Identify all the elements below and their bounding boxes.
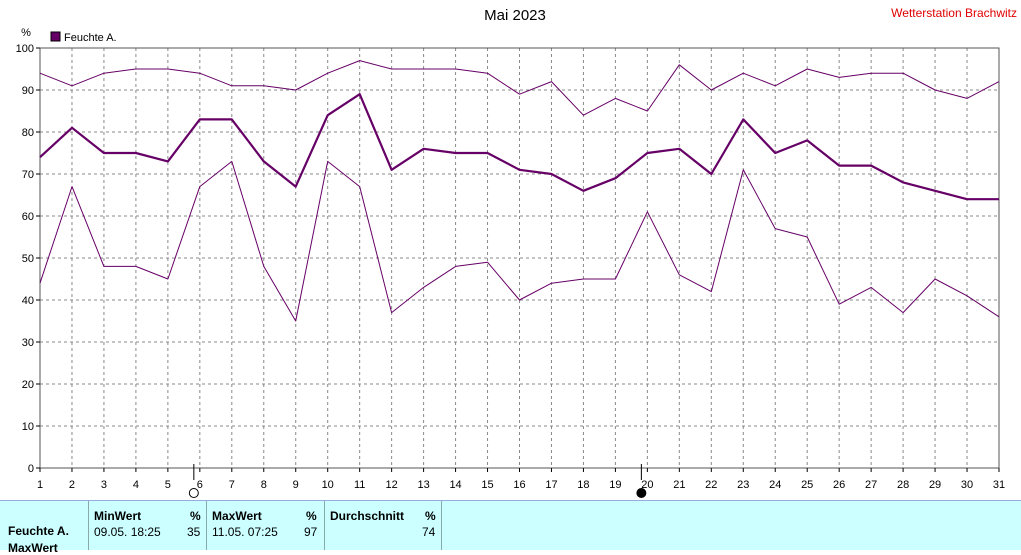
- x-tick-label: 8: [261, 479, 267, 491]
- x-tick-label: 15: [481, 479, 493, 491]
- stats-separator: [324, 501, 325, 550]
- stats-separator: [88, 501, 89, 550]
- chart-title: Mai 2023: [484, 7, 546, 24]
- stats-panel: Feuchte A. MaxWert MinWert % 09.05. 18:2…: [0, 500, 1021, 555]
- min-date: 09.05. 18:25: [94, 525, 161, 539]
- x-tick-label: 29: [929, 479, 941, 491]
- x-tick-label: 10: [322, 479, 334, 491]
- x-tick-label: 17: [545, 479, 557, 491]
- x-tick-label: 28: [897, 479, 909, 491]
- x-tick-label: 12: [386, 479, 398, 491]
- x-tick-label: 19: [609, 479, 621, 491]
- grid: [40, 48, 999, 468]
- x-tick-label: 25: [801, 479, 813, 491]
- avg-value: 74: [422, 525, 436, 539]
- max-value: 97: [304, 525, 318, 539]
- x-tick-label: 23: [737, 479, 749, 491]
- y-tick-label: 90: [22, 85, 34, 97]
- full-moon-icon: [188, 488, 199, 498]
- y-axis-unit: %: [21, 27, 31, 39]
- series-lines: [39, 60, 1000, 322]
- x-tick-label: 27: [865, 479, 877, 491]
- x-tick-label: 9: [293, 479, 299, 491]
- max-date: 11.05. 07:25: [212, 525, 278, 539]
- x-tick-label: 7: [229, 479, 235, 491]
- x-tick-label: 21: [673, 479, 685, 491]
- humidity-chart: Mai 2023 Wetterstation Brachwitz % Feuch…: [16, 6, 1017, 498]
- x-tick-label: 24: [769, 479, 781, 491]
- avg-unit: %: [425, 509, 436, 523]
- series-line-max: [39, 60, 1000, 116]
- x-tick-label: 14: [449, 479, 461, 491]
- x-tick-label: 26: [833, 479, 845, 491]
- x-tick-label: 2: [69, 479, 75, 491]
- max-header: MaxWert: [212, 509, 262, 523]
- x-tick-label: 13: [417, 479, 429, 491]
- y-tick-label: 0: [28, 463, 34, 475]
- y-tick-label: 30: [22, 337, 34, 349]
- min-value: 35: [187, 525, 201, 539]
- y-tick-label: 50: [22, 253, 34, 265]
- y-tick-label: 20: [22, 379, 34, 391]
- stats-row-label-2: MaxWert: [8, 541, 58, 555]
- x-tick-label: 6: [197, 479, 203, 491]
- x-tick-label: 11: [354, 479, 365, 491]
- y-tick-label: 40: [22, 295, 34, 307]
- x-tick-label: 16: [513, 479, 525, 491]
- x-tick-label: 4: [133, 479, 139, 491]
- x-tick-label: 22: [705, 479, 717, 491]
- stats-separator: [206, 501, 207, 550]
- moon-markers: [188, 464, 647, 498]
- y-tick-label: 60: [22, 211, 34, 223]
- y-tick-labels: 0 10 20 30 40 50 60 70 80 90 100: [16, 43, 34, 475]
- new-moon-icon: [636, 488, 647, 498]
- x-tick-labels: 1 2 3 4 5 6 7 8 9 10 11 12 13 14 15 16 17 18 19 20 21 22 23 24 2…: [37, 479, 1005, 491]
- legend-label: Feuchte A.: [64, 32, 117, 44]
- x-tick-label: 30: [961, 479, 973, 491]
- min-unit: %: [190, 509, 201, 523]
- x-tick-label: 1: [37, 479, 43, 491]
- x-tick-label: 3: [101, 479, 107, 491]
- series-line-avg: [39, 93, 999, 201]
- x-tick-label: 20: [641, 479, 653, 491]
- avg-header: Durchschnitt: [330, 509, 405, 523]
- y-tick-label: 100: [16, 43, 34, 55]
- stats-separator: [441, 501, 442, 550]
- station-name: Wetterstation Brachwitz: [891, 6, 1017, 20]
- x-tick-label: 18: [577, 479, 589, 491]
- y-tick-label: 70: [22, 169, 34, 181]
- series-line-min: [39, 160, 1000, 322]
- y-tick-label: 10: [22, 421, 34, 433]
- y-tick-label: 80: [22, 127, 34, 139]
- stats-row-label: Feuchte A.: [8, 524, 69, 538]
- x-tick-label: 5: [165, 479, 171, 491]
- legend-swatch: [50, 31, 61, 42]
- axes: [36, 47, 1000, 472]
- x-tick-label: 31: [993, 479, 1005, 491]
- min-header: MinWert: [94, 509, 142, 523]
- max-unit: %: [306, 509, 317, 523]
